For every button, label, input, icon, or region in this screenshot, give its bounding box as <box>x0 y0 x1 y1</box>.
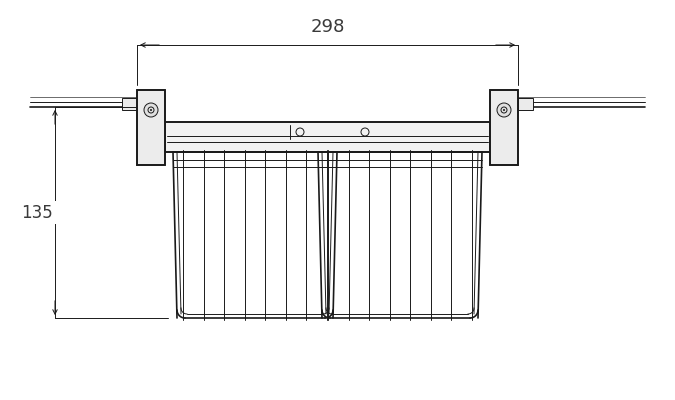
Circle shape <box>503 109 505 111</box>
Circle shape <box>497 103 511 117</box>
Bar <box>137 90 165 165</box>
Bar <box>490 90 518 165</box>
Bar <box>165 122 490 152</box>
Bar <box>137 90 165 165</box>
Bar <box>122 98 137 110</box>
Text: 135: 135 <box>21 204 53 222</box>
Circle shape <box>150 109 152 111</box>
Text: 298: 298 <box>310 18 345 36</box>
Circle shape <box>144 103 158 117</box>
Bar <box>490 90 518 165</box>
Bar <box>165 122 490 152</box>
Bar <box>518 98 533 110</box>
